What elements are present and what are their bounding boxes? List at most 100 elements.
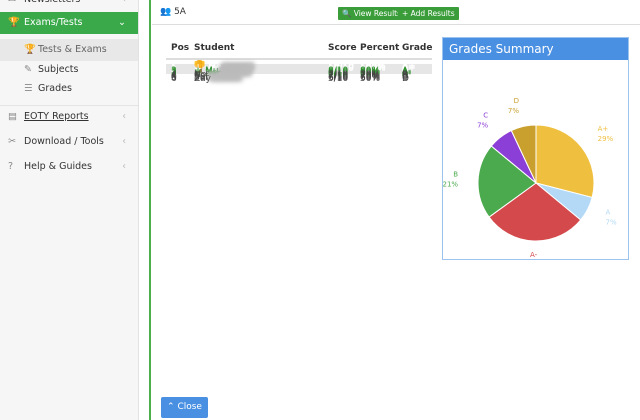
- header-cell: Student: [194, 43, 235, 53]
- slice-value-label: 7%: [508, 107, 519, 115]
- redacted: [211, 75, 244, 82]
- table-cell: 80%: [360, 68, 381, 78]
- grades-summary-panel: Grades Summary A+29%A7%A-29%B21%C7%D7%: [442, 37, 629, 269]
- table-cell: 4: [171, 70, 177, 80]
- table-cell: 5/10: [328, 74, 349, 84]
- slice-label: A-: [530, 251, 538, 258]
- sub-item-active[interactable]: 🏆 Tests & Exams: [0, 39, 138, 61]
- view-results-button[interactable]: 🔍 View Results: [338, 7, 405, 20]
- slice-label: B: [453, 171, 458, 179]
- rank-icon: ☆: [194, 66, 203, 76]
- header-cell: Grade: [402, 43, 433, 53]
- rank-icon: 🏆: [194, 62, 206, 72]
- nav-item[interactable]: ✉Newsletters‹: [0, 0, 138, 11]
- table-cell: B: [402, 70, 409, 80]
- sub-item[interactable]: ✎ Subjects: [24, 64, 79, 75]
- pie-chart: A+29%A7%A-29%B21%C7%D7%: [442, 97, 616, 269]
- student-name: Zay: [194, 74, 212, 84]
- table-cell: 6/10: [328, 73, 349, 83]
- button-text: Add Results: [410, 9, 455, 18]
- table-header: Pos Student Score Percent Grade: [166, 38, 432, 60]
- student-name: Sur: [194, 73, 210, 83]
- table-cell: A-: [402, 68, 412, 78]
- button-text: Close: [177, 402, 202, 412]
- table-cell: 90%: [360, 65, 381, 75]
- table-cell: B: [402, 72, 409, 82]
- divider: [149, 0, 151, 420]
- rank-icon: 🏆: [194, 63, 206, 73]
- slice-label: A+: [598, 125, 609, 133]
- slice-value-label: 7%: [477, 121, 488, 129]
- table-cell: C: [402, 73, 409, 83]
- button-text: View Results: [353, 9, 401, 18]
- table-cell: 9/10: [328, 65, 349, 75]
- table-cell: Zay: [194, 74, 244, 84]
- table-cell: 1: [171, 64, 177, 74]
- table-cell: 50%: [360, 74, 381, 84]
- table-cell: 7/10: [328, 70, 349, 80]
- table-cell: B: [402, 71, 409, 81]
- table-cell: 3: [171, 67, 177, 77]
- rank-icon: 🏆: [194, 64, 206, 74]
- table-cell: 100%: [360, 61, 386, 71]
- table-cell: A+: [402, 62, 416, 72]
- table-cell: 70%: [360, 71, 381, 81]
- table-cell: 1: [171, 62, 177, 72]
- nav-item[interactable]: ▤ EOTY Reports ‹: [0, 105, 138, 128]
- student-name: Ma: [208, 63, 222, 73]
- table-cell: 100%: [360, 64, 386, 74]
- nav-item[interactable]: ✂ Download / Tools ‹: [8, 136, 126, 147]
- table-cell: A-: [402, 67, 412, 77]
- table-cell: 80%: [360, 66, 381, 76]
- topbar: 👥 5A 🔍 View Results + Add Results: [152, 0, 640, 25]
- add-results-button[interactable]: + Add Results: [398, 7, 459, 20]
- table-cell: 80%: [360, 69, 381, 79]
- pie-slice: [477, 145, 537, 218]
- table-cell: 3: [171, 69, 177, 79]
- table-cell: 8/10: [328, 69, 349, 79]
- table-cell: 6: [171, 74, 177, 84]
- student-name: Ma: [208, 61, 222, 71]
- sidebar: ✉Newsletters‹ 🏆Exams/Tests⌄ 🏆Tests & Exa…: [0, 0, 139, 420]
- nav-item[interactable]: ? Help & Guides ‹: [8, 161, 126, 172]
- student-name: Saf: [194, 71, 209, 81]
- pie-slice: [488, 182, 582, 242]
- rank-icon: 🏆: [194, 61, 206, 71]
- class-name: 5A: [174, 7, 186, 17]
- sub-item[interactable]: ☰ Grades: [24, 83, 72, 94]
- student-name: Ma: [208, 62, 222, 72]
- rank-icon: ★: [194, 65, 203, 75]
- table-cell: 100%: [360, 63, 386, 73]
- table-cell: A+: [402, 61, 416, 71]
- table-cell: 10/10: [328, 62, 354, 72]
- table-cell: A+: [402, 64, 416, 74]
- pie-slice: [510, 124, 537, 184]
- table-cell: 4: [171, 71, 177, 81]
- student-name: Wa: [205, 65, 219, 75]
- slice-value-label: 21%: [443, 181, 458, 189]
- rank-icon: ☆: [194, 69, 203, 79]
- table-cell: D: [402, 74, 409, 84]
- table-cell: 60%: [360, 73, 381, 83]
- class-label: 👥 5A: [160, 7, 186, 17]
- table-cell: 2: [171, 65, 177, 75]
- table-cell: 7/10: [328, 72, 349, 82]
- header-cell: Score: [328, 43, 357, 53]
- slice-value-label: 29%: [598, 135, 614, 143]
- pie-slice: [535, 124, 595, 199]
- student-name: Sul: [194, 72, 208, 82]
- rank-icon: ☆: [194, 67, 203, 77]
- table-cell: 80%: [360, 67, 381, 77]
- slice-label: A: [605, 208, 610, 216]
- header-cell: Percent: [360, 43, 400, 53]
- table-cell: 10/10: [328, 64, 354, 74]
- slice-label: C: [483, 111, 488, 119]
- table-cell: 7/10: [328, 71, 349, 81]
- table-cell: A: [402, 65, 409, 75]
- close-button[interactable]: ⌃ Close: [161, 397, 208, 418]
- table-cell: 3: [171, 66, 177, 76]
- nav-item-active[interactable]: 🏆 Exams/Tests ⌄: [0, 12, 138, 34]
- table-cell: 100%: [360, 62, 386, 72]
- student-name: Us: [208, 64, 220, 74]
- table-cell: 1: [171, 63, 177, 73]
